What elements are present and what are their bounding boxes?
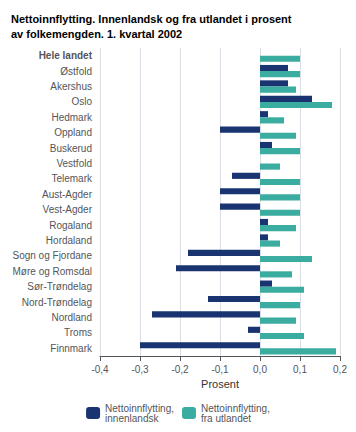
svg-text:Hordaland: Hordaland	[46, 235, 92, 246]
svg-text:Telemark: Telemark	[51, 173, 93, 184]
svg-text:Troms: Troms	[64, 327, 92, 338]
svg-text:Møre og Romsdal: Møre og Romsdal	[13, 266, 92, 277]
svg-text:Rogaland: Rogaland	[49, 220, 92, 231]
svg-text:Nettoinnflytting. Innenlandsk: Nettoinnflytting. Innenlandsk og fra utl…	[11, 13, 292, 25]
svg-text:Hedmark: Hedmark	[51, 112, 93, 123]
svg-text:Oslo: Oslo	[71, 96, 92, 107]
svg-text:Vestfold: Vestfold	[56, 158, 92, 169]
svg-text:0,1: 0,1	[293, 364, 307, 375]
svg-text:Oppland: Oppland	[54, 127, 92, 138]
svg-text:Nettoinnflytting,: Nettoinnflytting,	[105, 402, 174, 414]
svg-text:Buskerud: Buskerud	[50, 143, 92, 154]
svg-text:-0,2: -0,2	[171, 364, 189, 375]
svg-text:Sogn og Fjordane: Sogn og Fjordane	[12, 250, 92, 261]
svg-text:-0,3: -0,3	[131, 364, 149, 375]
svg-text:Akershus: Akershus	[50, 81, 92, 92]
svg-text:Nord-Trøndelag: Nord-Trøndelag	[22, 297, 92, 308]
svg-text:Nettoinnflytting,: Nettoinnflytting,	[201, 402, 270, 414]
svg-text:Prosent: Prosent	[201, 378, 239, 390]
svg-text:av folkemengden. 1. kvartal 20: av folkemengden. 1. kvartal 2002	[11, 28, 182, 40]
svg-text:Sør-Trøndelag: Sør-Trøndelag	[27, 281, 92, 292]
svg-text:innenlandsk: innenlandsk	[105, 413, 159, 424]
svg-text:fra utlandet: fra utlandet	[201, 413, 251, 424]
svg-text:-0,4: -0,4	[91, 364, 109, 375]
svg-text:Vest-Agder: Vest-Agder	[43, 204, 93, 215]
svg-text:Østfold: Østfold	[60, 66, 92, 77]
svg-text:0,2: 0,2	[333, 364, 347, 375]
svg-text:Hele landet: Hele landet	[39, 50, 93, 61]
svg-text:-0,1: -0,1	[211, 364, 229, 375]
svg-text:Finnmark: Finnmark	[50, 343, 93, 354]
svg-text:Nordland: Nordland	[51, 312, 92, 323]
svg-text:Aust-Agder: Aust-Agder	[42, 189, 93, 200]
svg-text:0,0: 0,0	[253, 364, 267, 375]
